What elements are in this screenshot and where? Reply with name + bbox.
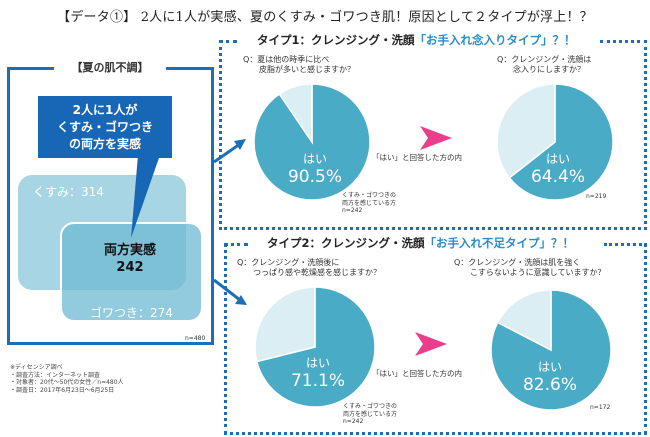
note-line: 両方を感じている方 <box>343 410 398 418</box>
gowatsuki-count: ゴワつき：274 <box>90 306 173 320</box>
both-value: 242 <box>116 260 144 275</box>
type1-panel <box>219 40 647 230</box>
note-line: ※ディセンシア調べ <box>10 364 63 371</box>
note-line: くすみ・ゴワつきの <box>342 192 397 199</box>
callout-line: 2人に1人が <box>72 103 138 117</box>
arrow-to-type1-icon <box>213 139 246 164</box>
type1-title: タイプ1：クレンジング・洗顔「お手入れ念入りタイプ」？！ <box>252 32 581 48</box>
callout-pointer <box>131 155 160 238</box>
pie3-note: くすみ・ゴワつきの 両方を感じている方 n=242 <box>343 403 397 426</box>
note-line: n=242 <box>343 418 364 425</box>
pie3-slice-no <box>254 286 316 363</box>
question-2: Q：クレンジング・洗顔は 念入りにしますか？ <box>497 55 592 74</box>
page-title: 【データ①】 2人に1人が実感、夏のくすみ・ゴワつき肌！原因として２タイプが浮上… <box>57 10 593 25</box>
note-line: ・対象者：20代〜50代の女性／n=480人 <box>10 379 124 386</box>
pie1-label-top: はい <box>302 152 327 166</box>
divider <box>600 40 647 43</box>
divider <box>604 243 647 246</box>
pie1-slice-no <box>278 83 313 145</box>
pie4-n: n=172 <box>590 404 611 411</box>
chevron-right-icon <box>415 332 447 356</box>
connector-text-1: 「はい」と回答した方の内 <box>372 153 462 162</box>
pie4-label-top: はい <box>537 360 562 374</box>
venn-gowatsuki-box <box>60 222 203 322</box>
divider <box>219 40 237 43</box>
pie3-label-value: 71.1% <box>290 371 345 391</box>
question-4: Q：クレンジング・洗顔は肌を強く こすらないように意識していますか？ <box>454 258 606 277</box>
connector-text-2: 「はい」と回答した方の内 <box>372 369 462 378</box>
pie2-label-value: 64.4% <box>530 167 585 187</box>
pie2-label-top: はい <box>545 152 570 166</box>
divider <box>224 243 248 246</box>
callout-line: の両方を実感 <box>68 137 141 151</box>
pie2-slice-yes <box>508 83 614 201</box>
pie4-label-value: 82.6% <box>522 375 577 395</box>
survey-notes: ※ディセンシア調べ ・調査方法：インターネット調査 ・対象者：20代〜50代の女… <box>10 364 124 394</box>
sample-size-left: n=480 <box>185 335 206 342</box>
summer-skin-label: 【夏の肌不調】 <box>54 59 166 75</box>
note-line: 両方を感じている方 <box>342 199 397 207</box>
type2-title-text: タイプ2：クレンジング・洗顔 <box>267 236 425 250</box>
pie4-label: はい 82.6% <box>515 358 585 395</box>
type2-title: タイプ2：クレンジング・洗顔「お手入れ不足タイプ」？！ <box>262 235 580 251</box>
callout-line: くすみ・ゴワつき <box>56 120 153 134</box>
question-3: Q：クレンジング・洗顔後に つっぱり感や乾燥感を感じますか？ <box>237 258 381 277</box>
pie2-n: n=219 <box>586 193 607 200</box>
kusumi-count: くすみ：314 <box>33 185 104 199</box>
note-line: くすみ・ゴワつきの <box>343 403 398 410</box>
question-1: Q：夏は他の時季に比べ 皮脂が多いと感じますか？ <box>243 55 355 74</box>
pie3-label-top: はい <box>305 356 330 370</box>
both-label: 両方実感 <box>103 243 156 258</box>
pie1-label-value: 90.5% <box>287 167 342 187</box>
arrow-to-type2-icon <box>213 278 247 305</box>
chevron-right-icon <box>420 126 452 150</box>
type2-panel <box>224 243 647 435</box>
callout-box: 2人に1人が くすみ・ゴワつき の両方を実感 <box>38 96 172 158</box>
pie2-label: はい 64.4% <box>523 150 593 187</box>
pie2-slice-no <box>496 83 556 179</box>
pie3-slice-yes <box>255 286 376 408</box>
type1-title-text: タイプ1：クレンジング・洗顔 <box>257 33 415 47</box>
note-line: ・調査日：2017年6月23日〜6月25日 <box>10 386 115 394</box>
type1-title-highlight: 「お手入れ念入りタイプ」？！ <box>414 33 576 47</box>
pie4-slice-no <box>496 289 552 352</box>
note-line: ・調査方法：インターネット調査 <box>10 371 101 379</box>
callout-tail <box>131 155 160 238</box>
pie3-label: はい 71.1% <box>283 354 353 391</box>
pie1-label: はい 90.5% <box>280 150 350 187</box>
note-line: n=242 <box>342 207 363 214</box>
both-count: 両方実感 242 <box>62 242 198 276</box>
pie1-note: くすみ・ゴワつきの 両方を感じている方 n=242 <box>342 192 396 215</box>
type2-title-highlight: 「お手入れ不足タイプ」？！ <box>424 236 575 250</box>
